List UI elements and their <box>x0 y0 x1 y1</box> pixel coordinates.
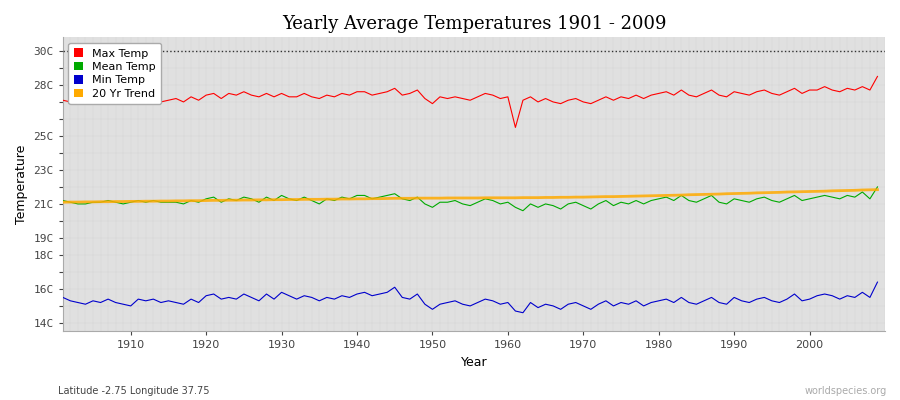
Legend: Max Temp, Mean Temp, Min Temp, 20 Yr Trend: Max Temp, Mean Temp, Min Temp, 20 Yr Tre… <box>68 43 161 104</box>
X-axis label: Year: Year <box>461 356 487 369</box>
Y-axis label: Temperature: Temperature <box>15 145 28 224</box>
Title: Yearly Average Temperatures 1901 - 2009: Yearly Average Temperatures 1901 - 2009 <box>282 15 666 33</box>
Text: Latitude -2.75 Longitude 37.75: Latitude -2.75 Longitude 37.75 <box>58 386 210 396</box>
Text: worldspecies.org: worldspecies.org <box>805 386 886 396</box>
